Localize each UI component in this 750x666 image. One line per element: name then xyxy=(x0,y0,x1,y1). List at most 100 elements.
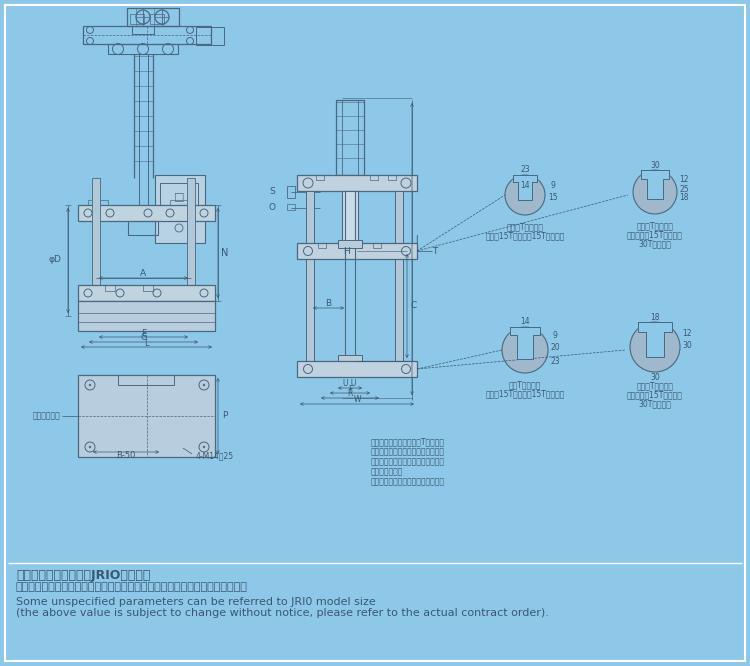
Text: B: B xyxy=(325,298,331,308)
Text: 移动板T型槽尺寸: 移动板T型槽尺寸 xyxy=(637,382,674,390)
Text: E: E xyxy=(141,328,146,338)
Polygon shape xyxy=(513,175,537,200)
Bar xyxy=(160,183,198,209)
Circle shape xyxy=(89,446,91,448)
Text: 25: 25 xyxy=(680,184,688,194)
Text: Some unspecified parameters can be referred to JRI0 model size: Some unspecified parameters can be refer… xyxy=(16,597,376,607)
Bar xyxy=(316,175,324,180)
Circle shape xyxy=(505,175,545,215)
Bar xyxy=(78,375,215,457)
Bar xyxy=(78,301,215,331)
Bar xyxy=(297,175,417,191)
Text: 18: 18 xyxy=(650,312,660,322)
Text: 底部安装孔位: 底部安装孔位 xyxy=(32,412,60,420)
Text: 底板T型槽尺寸: 底板T型槽尺寸 xyxy=(509,380,542,390)
Text: C: C xyxy=(411,302,417,310)
Bar xyxy=(170,200,190,205)
Text: （适用大于15T小于等于: （适用大于15T小于等于 xyxy=(627,230,683,240)
Polygon shape xyxy=(638,322,672,357)
Text: 30: 30 xyxy=(650,161,660,170)
Bar xyxy=(370,175,378,180)
Text: O: O xyxy=(268,202,275,212)
Text: 23: 23 xyxy=(520,165,530,174)
Bar xyxy=(155,175,205,243)
Bar xyxy=(287,204,295,210)
Polygon shape xyxy=(641,170,669,199)
Text: 或者在移动板上面锥孔使用牙孔固定: 或者在移动板上面锥孔使用牙孔固定 xyxy=(371,448,445,456)
Bar xyxy=(105,285,115,291)
Text: （适用大于15T小于等于: （适用大于15T小于等于 xyxy=(627,390,683,400)
Text: A: A xyxy=(140,270,146,278)
Text: W: W xyxy=(353,396,361,404)
Text: (the above value is subject to change without notice, please refer to the actual: (the above value is subject to change wi… xyxy=(16,608,549,618)
Text: 孔位来开孔）。: 孔位来开孔）。 xyxy=(371,468,404,476)
Text: 移动板T型槽尺寸: 移动板T型槽尺寸 xyxy=(506,222,544,232)
Bar xyxy=(306,191,314,361)
Circle shape xyxy=(502,327,548,373)
Text: U U: U U xyxy=(344,380,357,388)
Bar xyxy=(88,200,108,205)
Bar xyxy=(92,178,100,316)
Text: F: F xyxy=(348,384,352,394)
Text: 9: 9 xyxy=(553,332,557,340)
Text: （牙孔固定时需要结合用户模具尺寸: （牙孔固定时需要结合用户模具尺寸 xyxy=(371,458,445,466)
Bar xyxy=(388,175,396,180)
Text: 14: 14 xyxy=(520,180,530,190)
Bar xyxy=(83,26,211,44)
Text: 移动板T型槽尺寸: 移动板T型槽尺寸 xyxy=(637,222,674,230)
Text: 部分未注明参数可参照JRIO型号尺寸: 部分未注明参数可参照JRIO型号尺寸 xyxy=(16,569,150,581)
Bar xyxy=(132,26,154,34)
Bar xyxy=(118,375,174,385)
Text: N: N xyxy=(221,248,229,258)
Text: （以上数値如因产品改进而变更恕不另行通知，请参照实际合同订单附图为准）: （以上数値如因产品改进而变更恕不另行通知，请参照实际合同订单附图为准） xyxy=(16,582,248,592)
Circle shape xyxy=(203,384,205,386)
Text: 30T的机型）: 30T的机型） xyxy=(638,400,671,408)
Circle shape xyxy=(89,384,91,386)
Bar xyxy=(128,221,158,235)
Text: 23: 23 xyxy=(550,358,560,366)
Text: □: □ xyxy=(174,191,184,201)
Text: （适用15T以下（含15T）机型）: （适用15T以下（含15T）机型） xyxy=(485,390,565,398)
Polygon shape xyxy=(510,327,540,359)
Bar xyxy=(78,205,215,221)
Bar xyxy=(130,14,144,24)
Text: φD: φD xyxy=(49,256,62,264)
Text: B-50: B-50 xyxy=(116,452,136,460)
Text: S: S xyxy=(269,188,274,196)
Text: 30: 30 xyxy=(682,340,692,350)
Bar xyxy=(297,243,417,259)
Text: 15: 15 xyxy=(548,192,558,202)
Text: G: G xyxy=(140,334,147,342)
Text: 9: 9 xyxy=(550,180,556,190)
Bar xyxy=(78,285,215,301)
Text: （适用15T以下（含15T）机型）: （适用15T以下（含15T）机型） xyxy=(485,232,565,240)
Text: 12: 12 xyxy=(682,328,692,338)
Bar xyxy=(373,243,381,248)
Text: R: R xyxy=(347,390,352,398)
Text: T: T xyxy=(432,246,438,256)
Bar xyxy=(143,285,153,291)
Text: 30T的机型）: 30T的机型） xyxy=(638,240,671,248)
Bar xyxy=(187,178,195,316)
Text: 20: 20 xyxy=(550,344,560,352)
Text: 30: 30 xyxy=(650,372,660,382)
Text: J: J xyxy=(416,236,419,244)
Text: 18: 18 xyxy=(680,194,688,202)
Bar xyxy=(338,355,362,363)
Text: P: P xyxy=(222,412,228,420)
Bar xyxy=(338,240,362,248)
Bar xyxy=(127,8,179,26)
Circle shape xyxy=(203,446,205,448)
Text: 注：上模固定方式可选择T型槽固定: 注：上模固定方式可选择T型槽固定 xyxy=(371,438,445,446)
Circle shape xyxy=(633,170,677,214)
Bar xyxy=(108,44,178,54)
Text: 4-M14深25: 4-M14深25 xyxy=(196,452,234,460)
Circle shape xyxy=(630,322,680,372)
Bar xyxy=(342,191,358,246)
Text: H: H xyxy=(344,246,350,256)
Text: 具体情况视实际装配置需要时而定；: 具体情况视实际装配置需要时而定； xyxy=(371,478,445,486)
Bar xyxy=(395,191,403,361)
Bar xyxy=(150,14,164,24)
Text: 14: 14 xyxy=(520,318,530,326)
Bar xyxy=(287,186,295,198)
